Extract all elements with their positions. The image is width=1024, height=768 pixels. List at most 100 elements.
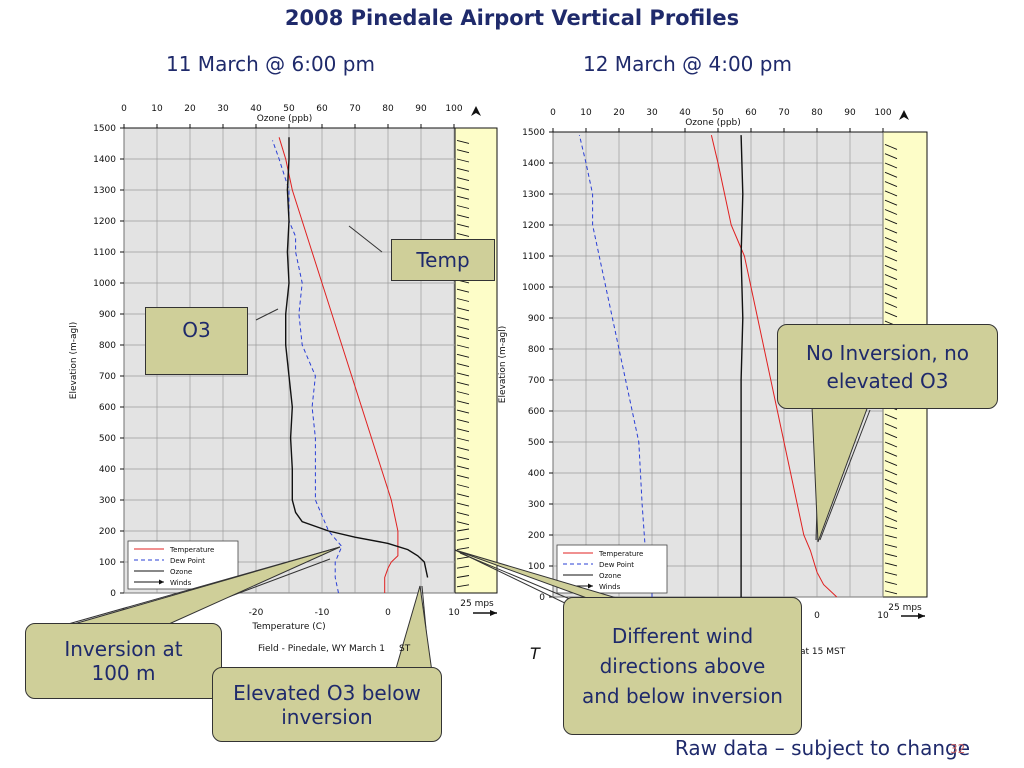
left-north-arrow [471, 106, 481, 116]
right-wind-barb [884, 209, 898, 215]
left-wind-barb [456, 353, 470, 358]
right-legend-label: Temperature [598, 550, 643, 558]
left-wind-barb [456, 437, 470, 442]
left-wind-barb [456, 372, 470, 377]
left-legend-label: Winds [170, 579, 192, 587]
right-legend-label: Winds [599, 583, 621, 591]
right-y-tick-label: 1400 [522, 159, 545, 169]
left-wind-barb [456, 456, 470, 461]
right-x2-tick-label: 100 [874, 108, 891, 118]
page-number: 32 [950, 742, 966, 756]
right-wind-barb [884, 292, 898, 299]
right-x2-tick-label: 10 [580, 108, 592, 118]
right-y-tick-label: 600 [528, 407, 545, 417]
elevated-o3-callout: Elevated O3 below inversion [212, 667, 442, 742]
right-y-tick-label: 1100 [522, 252, 545, 262]
left-wind-barb [456, 205, 470, 209]
right-series-dew-point [578, 134, 653, 597]
left-wind-barb [456, 537, 470, 541]
left-wind-barb [456, 195, 470, 200]
right-wind-barb [884, 525, 898, 530]
left-wind-barb [456, 344, 470, 349]
left-wind-barb [456, 409, 470, 414]
right-wind-barb [884, 553, 898, 558]
left-wind-barb [456, 528, 470, 532]
right-wind-barb [884, 571, 898, 576]
left-y-tick-label: 900 [99, 310, 116, 320]
right-wind-barb [884, 534, 898, 539]
left-wind-barb [456, 325, 470, 330]
right-y-tick-label: 500 [528, 438, 545, 448]
right-legend-arrowhead [588, 583, 593, 589]
right-y-tick-label: 400 [528, 469, 545, 479]
left-wind-scale-arrowhead [490, 610, 497, 616]
left-caption: Field - Pinedale, WY March 1 ST [258, 644, 410, 654]
right-wind-barb [884, 543, 898, 548]
left-wind-barb [456, 223, 470, 228]
right-y-tick-label: 1000 [522, 283, 545, 293]
right-y-label: Elevation (m-agl) [498, 326, 508, 403]
left-x2-tick-label: 30 [217, 104, 229, 114]
right-y-tick-label: 1300 [522, 190, 545, 200]
left-wind-barb [456, 139, 470, 144]
left-x2-tick-label: 90 [415, 104, 427, 114]
right-wind-barb [884, 450, 898, 457]
right-wind-barb [884, 590, 898, 595]
right-wind-barb [884, 432, 898, 439]
left-y-tick-label: 100 [99, 558, 116, 568]
right-wind-barb [884, 236, 898, 243]
right-wind-barb [884, 162, 898, 169]
left-y-tick-label: 800 [99, 341, 116, 351]
left-y-tick-label: 1100 [93, 248, 116, 258]
left-x2-tick-label: 70 [349, 104, 361, 114]
right-y-tick-label: 200 [528, 531, 545, 541]
right-caption: at 15 MST [800, 647, 846, 657]
left-wind-barb [456, 298, 470, 302]
right-wind-barb [884, 246, 898, 253]
right-y-tick-label: 1500 [522, 128, 545, 138]
right-wind-barb [884, 171, 898, 178]
right-wind-barb [884, 562, 898, 567]
right-wind-barb [884, 413, 898, 420]
left-y-label: Elevation (m-agl) [69, 322, 79, 399]
left-legend-label: Dew Point [170, 557, 205, 565]
right-x2-tick-label: 20 [613, 108, 625, 118]
left-legend-label: Temperature [169, 546, 214, 554]
left-series-dew-point [272, 140, 343, 594]
right-x2-tick-label: 90 [844, 108, 856, 118]
right-wind-barb [884, 190, 898, 197]
left-y-tick-label: 500 [99, 434, 116, 444]
left-chart-title: 11 March @ 6:00 pm [166, 52, 375, 76]
left-wind-barb [456, 363, 470, 368]
left-x2-tick-label: 60 [316, 104, 328, 114]
left-y-tick-label: 1000 [93, 279, 116, 289]
left-wind-barb [456, 474, 470, 479]
left-y-tick-label: 400 [99, 465, 116, 475]
left-y-tick-label: 1300 [93, 186, 116, 196]
left-wind-barb [456, 575, 470, 578]
o3-callout: O3 [145, 307, 248, 375]
left-wind-barb [456, 511, 470, 516]
left-x-tick-label: 10 [448, 608, 460, 618]
right-x2-label: Ozone (ppb) [685, 118, 741, 128]
left-wind-barb [456, 158, 470, 163]
right-x2-tick-label: 40 [679, 108, 691, 118]
left-wind-barb [456, 335, 470, 340]
right-legend-label: Ozone [599, 572, 621, 580]
callout-leader-line [255, 308, 279, 321]
right-wind-barb [884, 460, 898, 467]
right-y-tick-label: 800 [528, 345, 545, 355]
left-y-tick-label: 0 [110, 589, 116, 599]
right-wind-barb [884, 581, 898, 585]
right-x2-tick-label: 50 [712, 108, 724, 118]
left-wind-barb [456, 465, 470, 470]
left-wind-barb [456, 307, 470, 312]
left-caption-text: Field - Pinedale, WY March 1 [258, 644, 385, 654]
left-wind-barb [456, 493, 470, 498]
left-y-tick-label: 1500 [93, 124, 116, 134]
right-x2-tick-label: 0 [550, 108, 556, 118]
left-x2-tick-label: 10 [151, 104, 163, 114]
left-wind-barb [456, 446, 470, 451]
left-wind-barb [456, 484, 470, 488]
